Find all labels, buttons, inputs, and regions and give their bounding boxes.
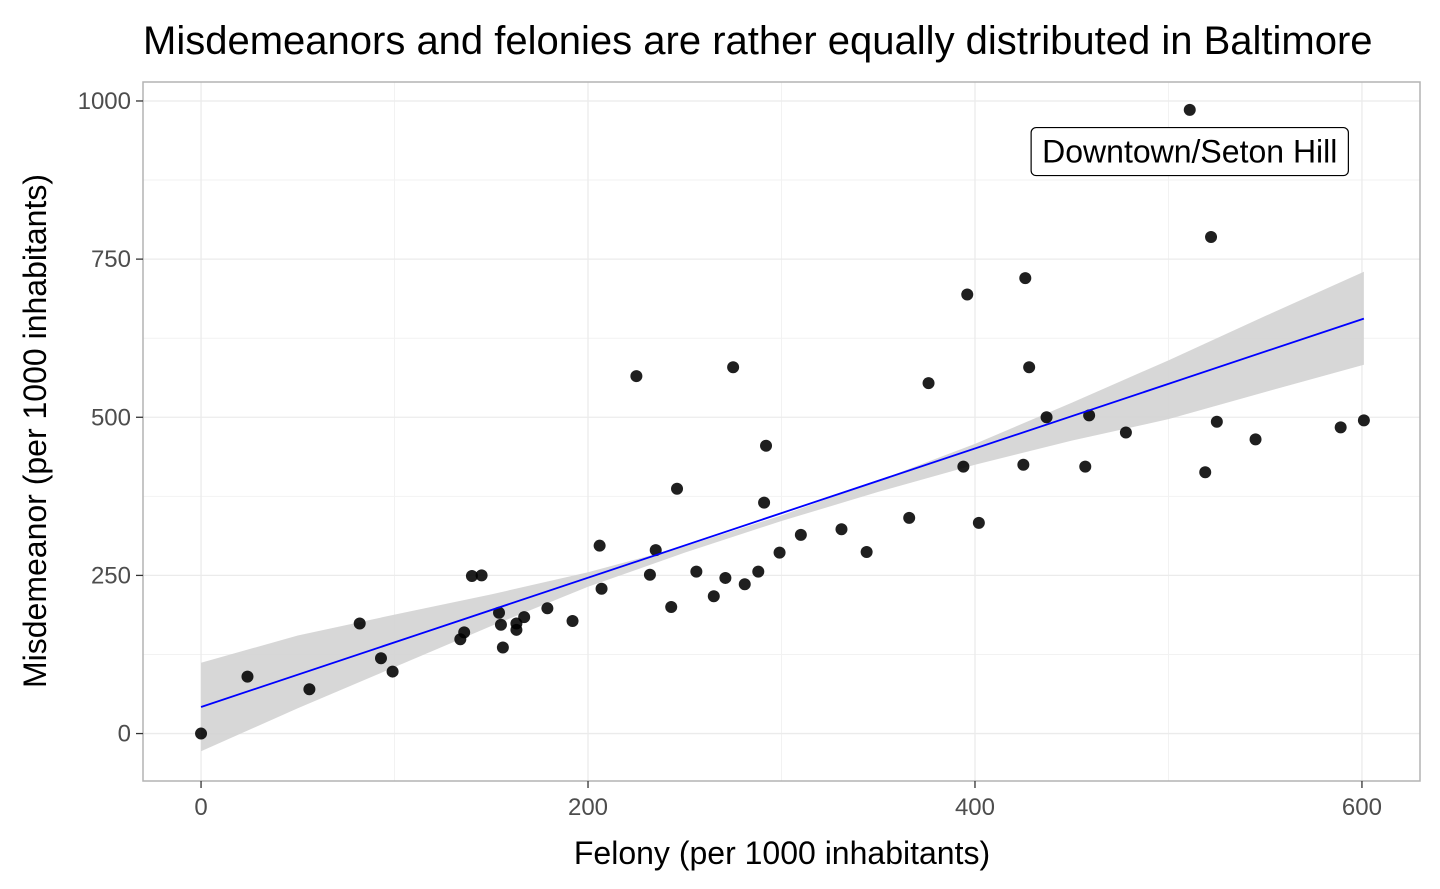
data-point [1023, 361, 1036, 374]
x-tick-label: 200 [568, 794, 608, 821]
data-point [496, 641, 509, 654]
data-point [649, 544, 662, 557]
data-point [510, 623, 523, 636]
x-axis-title: Felony (per 1000 inhabitants) [574, 835, 990, 871]
data-point [1199, 466, 1212, 479]
data-point [518, 611, 531, 624]
data-point [593, 539, 606, 552]
data-point [241, 670, 254, 683]
data-point [494, 618, 507, 631]
data-point [758, 496, 771, 509]
data-point [566, 614, 579, 627]
data-point [752, 565, 765, 578]
x-tick-label: 600 [1342, 794, 1382, 821]
data-point [794, 528, 807, 541]
data-point [690, 565, 703, 578]
x-axis-ticks: 0 200 400 600 [194, 781, 1382, 821]
data-point [727, 361, 740, 374]
annotation-label: Downtown/Seton Hill [1042, 134, 1337, 170]
data-point [1357, 414, 1370, 427]
panel-border [142, 81, 1421, 782]
y-tick-label: 500 [91, 404, 131, 431]
data-point [458, 626, 471, 639]
data-point [353, 617, 366, 630]
data-point [630, 370, 643, 383]
data-point [1079, 460, 1092, 473]
data-point [1083, 409, 1096, 422]
data-point [493, 606, 506, 619]
data-point [475, 569, 488, 582]
data-point [760, 439, 773, 452]
data-point [541, 602, 554, 615]
confidence-band [201, 271, 1364, 752]
data-point [1205, 230, 1218, 243]
data-point [957, 460, 970, 473]
data-point [972, 516, 985, 529]
data-point [860, 546, 873, 559]
y-tick-label: 250 [91, 562, 131, 589]
y-tick-label: 750 [91, 246, 131, 273]
data-point [1119, 426, 1132, 439]
chart-title: Misdemeanors and felonies are rather equ… [143, 19, 1373, 63]
data-point [922, 377, 935, 390]
data-point [595, 582, 608, 595]
data-point [643, 568, 656, 581]
annotation-group: Downtown/Seton Hill [1030, 126, 1349, 177]
data-point [386, 665, 399, 678]
y-axis-ticks: 0 250 500 750 1000 [78, 88, 143, 748]
data-point [665, 601, 678, 614]
data-point [1210, 415, 1223, 428]
y-tick-label: 1000 [78, 88, 131, 115]
data-point [1183, 103, 1196, 116]
data-point [738, 578, 751, 591]
y-tick-label: 0 [118, 721, 131, 748]
data-point [835, 523, 848, 536]
data-point [1019, 272, 1032, 285]
data-point [903, 511, 916, 524]
data-point [465, 570, 478, 583]
data-point [1334, 421, 1347, 434]
data-point [195, 727, 208, 740]
trend-line [200, 317, 1365, 708]
data-point [303, 683, 316, 696]
data-points [195, 103, 1370, 740]
data-point [1040, 411, 1053, 424]
data-point [961, 288, 974, 301]
annotation-box [1030, 126, 1349, 177]
data-point [719, 571, 732, 584]
data-point [707, 590, 720, 603]
x-tick-label: 0 [194, 794, 207, 821]
data-point [1017, 458, 1030, 471]
grid-lines [143, 82, 1420, 781]
data-point [671, 482, 684, 495]
x-tick-label: 400 [955, 794, 995, 821]
data-point [773, 546, 786, 559]
data-point [374, 652, 387, 665]
y-axis-title: Misdemeanor (per 1000 inhabitants) [17, 174, 53, 688]
data-point [1249, 433, 1262, 446]
